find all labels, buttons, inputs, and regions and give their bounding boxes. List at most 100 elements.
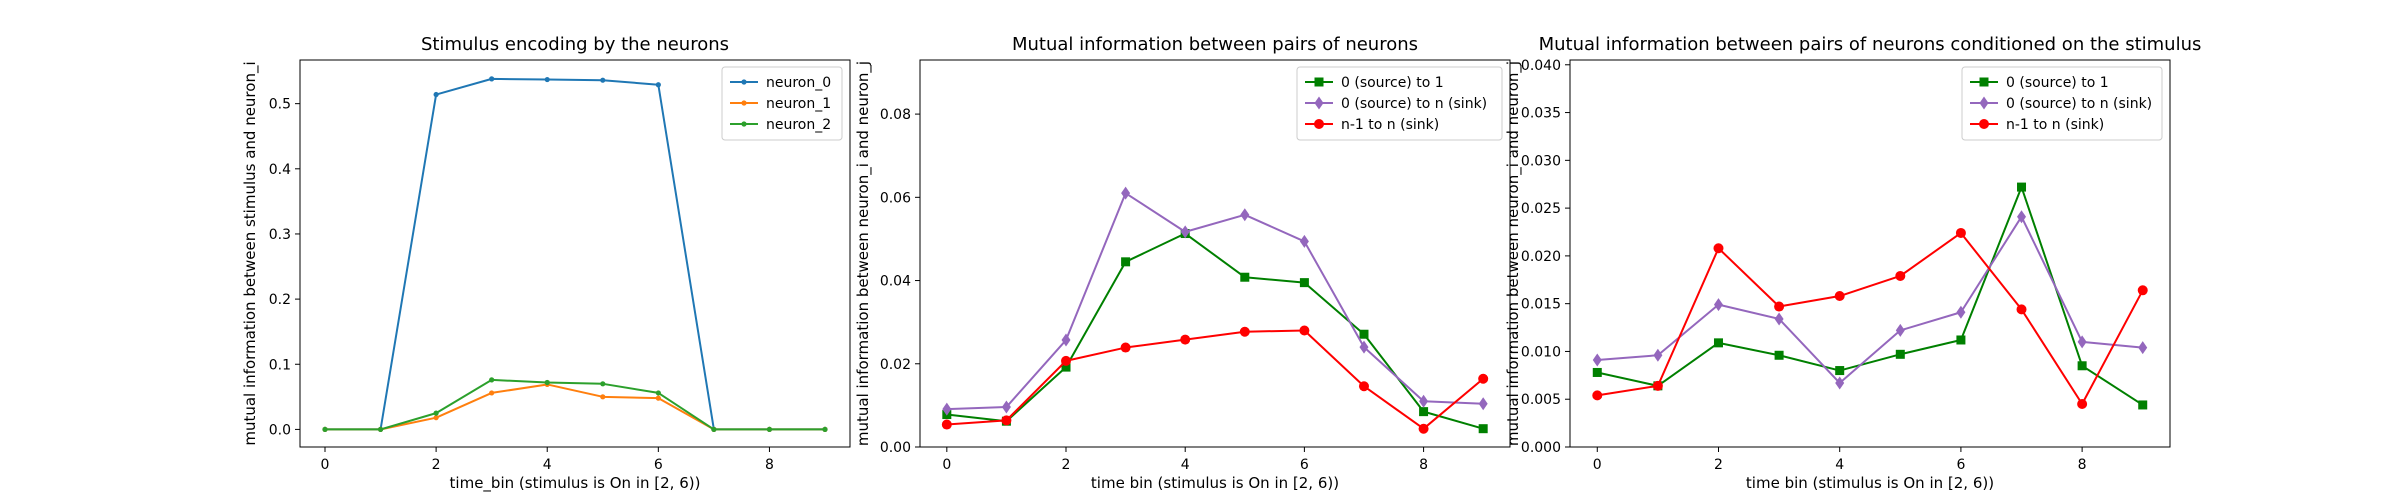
data-point <box>1652 380 1663 391</box>
legend: 0 (source) to 1 0 (source) to n (sink) n-1… <box>1296 66 1503 141</box>
chart-panel-2: Mutual information between pairs of neur… <box>854 34 1511 492</box>
legend-label: n-1 to n (sink) <box>2006 117 2104 133</box>
data-point <box>1895 323 1905 337</box>
series-2 <box>942 186 1488 416</box>
data-point <box>1713 243 1724 254</box>
plot-frame <box>1569 59 2171 448</box>
data-point <box>1180 334 1191 345</box>
legend: neuron_0 neuron_1 neuron_2 <box>721 66 843 141</box>
data-point <box>1120 342 1131 353</box>
data-point <box>2017 182 2027 192</box>
data-point <box>766 426 773 433</box>
data-point <box>1061 362 1071 372</box>
series-3 <box>941 325 1489 434</box>
legend-label: 0 (source) to n (sink) <box>2006 96 2152 112</box>
data-point <box>1299 325 1310 336</box>
data-point <box>942 402 952 416</box>
y-tick-label: 0.06 <box>880 190 911 206</box>
series-3 <box>322 377 828 433</box>
data-point <box>1774 312 1784 326</box>
data-point <box>1359 340 1369 354</box>
legend-marker <box>1314 96 1324 110</box>
y-tick-label: 0.040 <box>1521 58 1561 74</box>
data-point <box>600 77 606 83</box>
data-point <box>489 390 495 396</box>
data-point <box>600 381 606 387</box>
data-point <box>433 91 439 98</box>
series-3 <box>1592 227 2148 409</box>
data-point <box>1955 227 1966 238</box>
x-tick-label: 0 <box>942 457 951 473</box>
y-tick-label: 0.2 <box>269 292 291 308</box>
data-point <box>1834 291 1845 302</box>
y-tick-label: 0.5 <box>269 97 291 113</box>
legend-label: 0 (source) to n (sink) <box>1341 96 1487 112</box>
data-point <box>489 377 495 383</box>
x-axis-label: time_bin (stimulus is On in [2, 6)) <box>450 474 701 493</box>
series-line <box>1597 231 2144 405</box>
legend-frame <box>721 66 843 141</box>
y-tick-label: 0.02 <box>880 357 911 373</box>
data-point <box>1001 400 1011 414</box>
data-point <box>1239 326 1250 337</box>
series-line <box>325 383 825 431</box>
data-point <box>1478 424 1488 434</box>
x-tick-label: 0 <box>1593 457 1602 473</box>
legend-frame <box>1296 66 1503 141</box>
data-point <box>1121 186 1131 200</box>
plot-frame <box>919 59 1511 448</box>
data-point <box>1180 225 1190 239</box>
y-tick-label: 0.025 <box>1521 201 1561 217</box>
series-line <box>946 329 1484 430</box>
legend-marker <box>741 100 747 106</box>
data-point <box>1419 407 1429 417</box>
x-tick-label: 6 <box>654 457 663 473</box>
y-tick-label: 0.4 <box>269 162 291 178</box>
legend-marker <box>1314 77 1324 87</box>
data-point <box>655 390 661 396</box>
series-2 <box>1592 210 2148 390</box>
data-point <box>1001 415 1012 426</box>
data-point <box>1956 305 1966 319</box>
data-point <box>1478 373 1489 384</box>
x-tick-label: 0 <box>321 457 330 473</box>
y-tick-label: 0.010 <box>1521 344 1561 360</box>
y-tick-label: 0.00 <box>880 440 911 456</box>
legend-label: 0 (source) to 1 <box>1341 75 1444 91</box>
data-point <box>1835 366 1845 376</box>
data-point <box>1956 335 1966 345</box>
x-tick-label: 8 <box>2078 457 2087 473</box>
chart-title: Stimulus encoding by the neurons <box>421 34 729 55</box>
data-point <box>1061 355 1072 366</box>
y-tick-label: 0.030 <box>1521 153 1561 169</box>
data-point <box>655 395 661 401</box>
series-line <box>325 378 825 431</box>
data-point <box>2138 341 2148 355</box>
x-tick-label: 4 <box>1835 457 1844 473</box>
data-point <box>544 379 550 386</box>
legend-marker <box>1979 77 1989 87</box>
y-axis-label: mutual information between neuron_i and … <box>1504 61 1523 446</box>
data-point <box>1835 376 1845 390</box>
x-tick-label: 2 <box>1714 457 1723 473</box>
data-point <box>1592 353 1602 367</box>
legend-marker <box>1979 119 1989 129</box>
data-point <box>1418 423 1429 434</box>
data-point <box>489 76 495 82</box>
x-axis-label: time bin (stimulus is On in [2, 6)) <box>1746 474 1994 492</box>
data-point <box>1121 257 1131 267</box>
y-tick-label: 0.04 <box>880 274 911 290</box>
data-point <box>655 82 661 88</box>
data-point <box>322 426 328 433</box>
data-point <box>1895 349 1905 359</box>
legend-label: neuron_2 <box>766 117 831 133</box>
y-tick-label: 0.0 <box>269 422 291 438</box>
y-tick-label: 0.005 <box>1521 392 1561 408</box>
legend: 0 (source) to 1 0 (source) to n (sink) n-1… <box>1961 66 2163 141</box>
y-tick-label: 0.020 <box>1521 249 1561 265</box>
data-point <box>1419 394 1429 408</box>
legend-label: neuron_0 <box>766 75 831 91</box>
series-1 <box>1592 182 2148 410</box>
data-point <box>2077 361 2087 371</box>
x-tick-label: 8 <box>765 457 774 473</box>
